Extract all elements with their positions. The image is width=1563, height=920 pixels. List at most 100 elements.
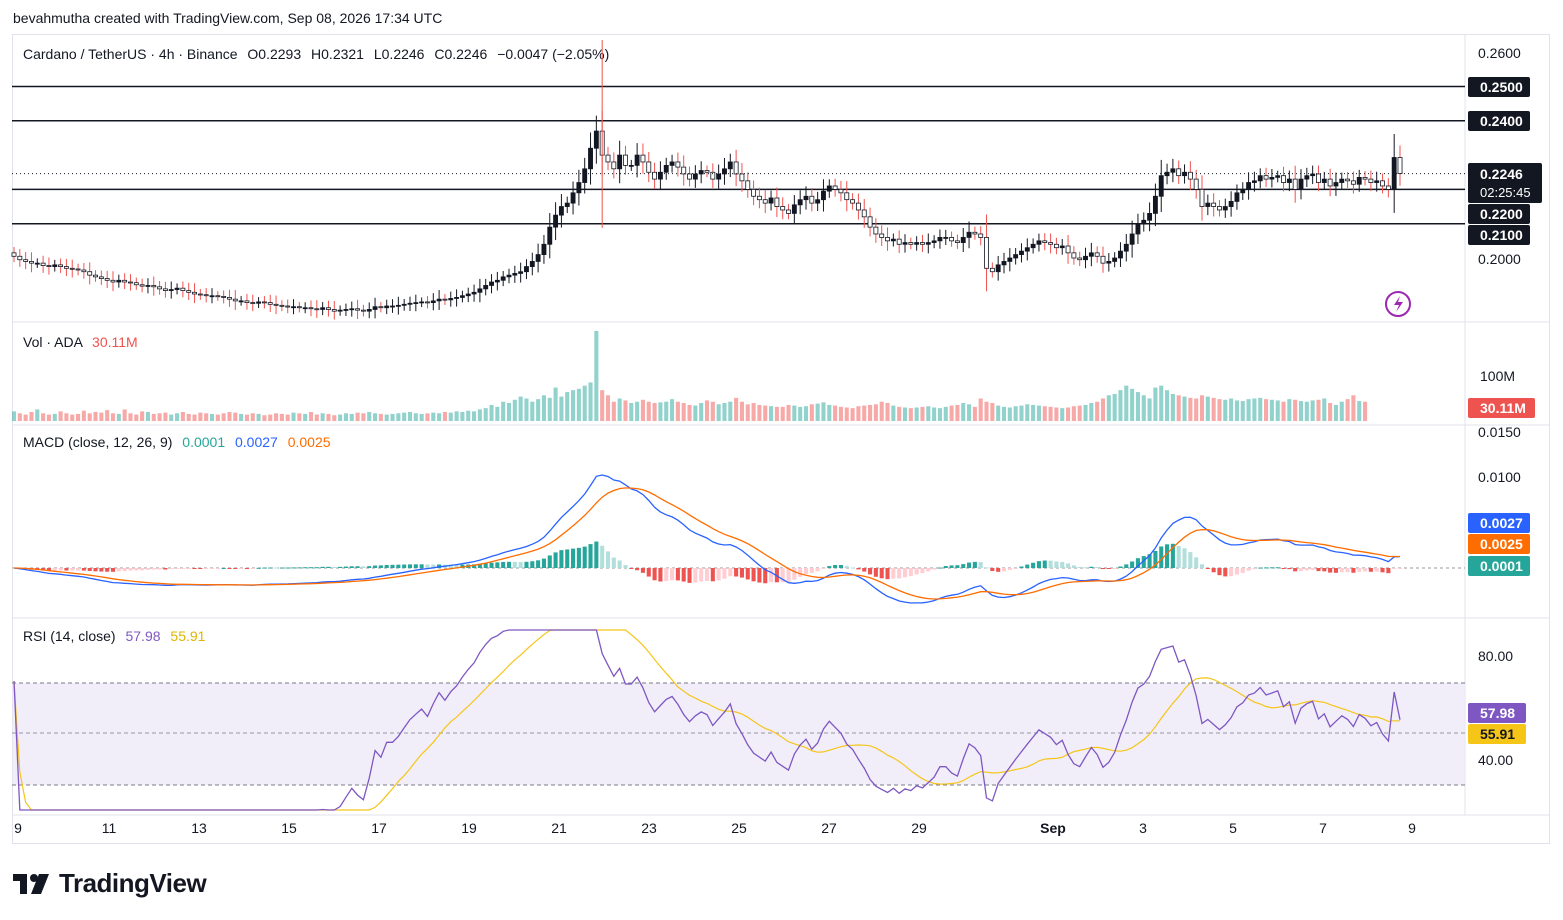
volume-bar <box>815 403 820 421</box>
candle-body <box>1286 178 1292 183</box>
last-price-tag[interactable]: 0.2246 02:25:45 <box>1468 163 1542 203</box>
macd-histogram-bar <box>186 568 191 569</box>
ohlc-high: H0.2321 <box>311 46 364 62</box>
candle-body <box>1065 245 1071 254</box>
candle-body <box>989 267 995 273</box>
macd-histogram-bar <box>932 568 937 570</box>
macd-histogram-bar <box>1182 548 1187 568</box>
macd-histogram-bar <box>926 568 931 572</box>
macd-histogram-bar <box>390 564 395 568</box>
macd-line-value: 0.0027 <box>235 434 278 450</box>
volume-bar <box>757 404 762 421</box>
level-tag-0240[interactable]: 0.2400 <box>1468 111 1530 131</box>
macd-histogram-bar <box>524 561 529 568</box>
candle-body <box>1222 206 1228 211</box>
level-tag-0250[interactable]: 0.2500 <box>1468 77 1530 97</box>
candle-body <box>98 276 104 279</box>
candle-body <box>529 261 535 267</box>
macd-histogram-bar <box>670 568 675 581</box>
volume-bar <box>390 413 395 421</box>
volume-layer <box>11 331 1368 421</box>
macd-hist-tag[interactable]: 0.0001 <box>1468 556 1530 576</box>
tradingview-logo[interactable]: TradingView <box>13 868 207 899</box>
rsi-legend: RSI (14, close) 57.98 55.91 <box>23 628 205 644</box>
candle-body <box>1374 180 1380 183</box>
candle-body <box>692 173 698 180</box>
volume-bar <box>297 413 302 421</box>
volume-bar <box>774 406 779 421</box>
macd-histogram-bar <box>157 568 162 570</box>
candle-body <box>815 199 821 204</box>
volume-bar <box>209 413 215 421</box>
rsi-ma-tag[interactable]: 55.91 <box>1468 724 1526 744</box>
macd-histogram-bar <box>1258 567 1263 569</box>
symbol-label[interactable]: Cardano / TetherUS · 4h · Binance <box>23 46 238 62</box>
macd-histogram-bar <box>943 566 948 568</box>
volume-bar <box>169 414 174 421</box>
macd-signal-tag[interactable]: 0.0025 <box>1468 534 1530 554</box>
macd-line-tag[interactable]: 0.0027 <box>1468 513 1530 533</box>
candle-body <box>180 287 186 291</box>
level-tag-0220[interactable]: 0.2200 <box>1468 204 1530 224</box>
volume-bar <box>920 406 925 421</box>
volume-bar <box>571 390 576 421</box>
level-tag-0210[interactable]: 0.2100 <box>1468 225 1530 245</box>
rsi-value-tag[interactable]: 57.98 <box>1468 703 1526 723</box>
candle-body <box>360 309 366 312</box>
volume-bar <box>675 401 680 421</box>
volume-bar <box>1240 401 1245 421</box>
macd-histogram-bar <box>169 568 174 570</box>
macd-histogram-bar <box>460 564 465 568</box>
candle-body <box>1036 240 1042 245</box>
volume-bar <box>862 405 867 421</box>
volume-bar <box>722 403 727 421</box>
candle-body <box>739 173 745 182</box>
volume-bar <box>198 412 203 421</box>
candle-body <box>628 164 634 167</box>
volume-bar <box>559 396 564 421</box>
volume-bar <box>58 411 63 421</box>
volume-bar <box>530 401 535 421</box>
volume-bar <box>215 414 220 421</box>
macd-title[interactable]: MACD (close, 12, 26, 9) <box>23 434 173 450</box>
volume-bar <box>646 401 651 421</box>
macd-histogram-bar <box>297 567 302 569</box>
candle-body <box>1211 202 1217 207</box>
volume-bar <box>93 412 98 421</box>
time-axis-label: 19 <box>461 820 477 836</box>
macd-histogram-bar <box>856 568 861 570</box>
macd-histogram-bar <box>355 566 360 568</box>
time-axis[interactable]: 9 11 13 15 17 19 21 23 25 27 29 Sep 3 5 7 9 <box>14 820 1416 836</box>
macd-histogram-bar <box>221 567 226 569</box>
macd-histogram-bar <box>1001 568 1007 572</box>
macd-histogram-bar <box>332 566 337 568</box>
macd-histogram-bar <box>268 567 273 569</box>
macd-histogram-bar <box>833 564 838 568</box>
lightning-icon[interactable] <box>1385 291 1411 317</box>
time-axis-label: 11 <box>102 820 117 836</box>
macd-histogram-bar <box>996 568 1001 572</box>
macd-histogram-bar <box>1118 566 1123 568</box>
candle-body <box>425 301 430 304</box>
volume-bar <box>1165 390 1170 421</box>
macd-histogram-bar <box>151 568 156 570</box>
macd-histogram-bar <box>803 568 809 574</box>
volume-value-tag[interactable]: 30.11M <box>1468 398 1535 418</box>
volume-bar <box>303 413 308 421</box>
volume-bar <box>239 413 244 421</box>
volume-title[interactable]: Vol · ADA <box>23 334 83 350</box>
macd-histogram-bar <box>1287 568 1292 570</box>
candle-body <box>774 197 780 207</box>
volume-bar <box>466 410 471 421</box>
macd-histogram-bar <box>873 568 878 577</box>
candle-body <box>413 302 419 304</box>
macd-histogram-bar <box>472 564 477 568</box>
macd-histogram-bar <box>338 566 343 568</box>
candle-body <box>227 297 232 300</box>
rsi-band <box>12 683 1465 785</box>
candle-body <box>168 289 174 291</box>
candle-body <box>558 206 564 216</box>
rsi-title[interactable]: RSI (14, close) <box>23 628 116 644</box>
candle-body <box>1228 201 1234 207</box>
